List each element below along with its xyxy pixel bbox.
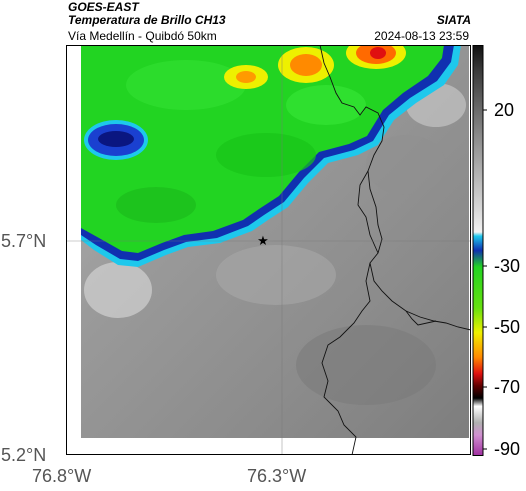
satellite-map: ★: [66, 45, 471, 455]
longitude-tick-label: 76.8°W: [32, 466, 92, 486]
colorbar-tick-label: 20: [494, 100, 515, 120]
datetime-label: 2024-08-13 23:59: [374, 29, 469, 43]
convective-core-red: [370, 47, 386, 59]
cold-core-darkblue: [98, 131, 134, 147]
latitude-tick-label: 5.7°N: [1, 231, 47, 251]
cloud-texture: [126, 60, 246, 110]
dark-patch: [366, 135, 446, 195]
light-patch: [216, 245, 336, 305]
cloud-texture: [286, 85, 366, 125]
convective-core-orange: [290, 54, 322, 76]
colorbar-gradient: [472, 45, 484, 456]
cloud-texture: [116, 187, 196, 223]
colorbar-tick-label: -50: [494, 317, 521, 337]
light-patch: [84, 262, 152, 318]
dark-patch: [296, 325, 436, 405]
cloud-texture: [216, 133, 316, 177]
colorbar: [472, 45, 487, 456]
border-line: [357, 170, 379, 254]
colorbar-tick-label: -30: [494, 256, 521, 276]
border-line: [405, 310, 437, 326]
convective-core-orange: [236, 71, 256, 83]
map-frame: [66, 45, 471, 455]
colorbar-tick-label: -90: [494, 439, 521, 459]
border-line: [319, 45, 471, 331]
border-line: [321, 262, 371, 455]
route-subtitle: Vía Medellín - Quibdó 50km: [68, 29, 217, 43]
colorbar-tick-label: -70: [494, 377, 521, 397]
organization-label: SIATA: [436, 13, 471, 27]
product-title: Temperatura de Brillo CH13: [68, 13, 226, 27]
location-marker: ★: [257, 234, 269, 249]
longitude-tick-label: 76.3°W: [247, 466, 307, 486]
satellite-title: GOES-EAST: [68, 0, 139, 14]
latitude-tick-label: 5.2°N: [1, 445, 47, 465]
